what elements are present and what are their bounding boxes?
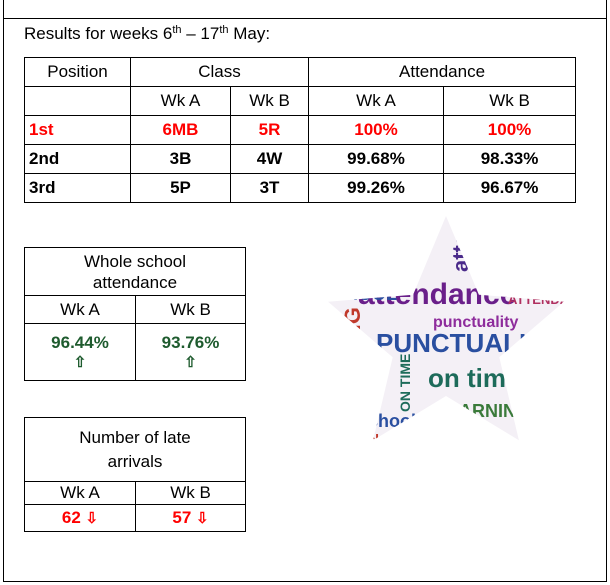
arrow: ⇧	[25, 353, 135, 371]
value: 62	[62, 508, 81, 527]
intro-text: Results for weeks 6	[24, 24, 172, 43]
arrow: ⇩	[86, 510, 99, 527]
cell: 98.33%	[444, 145, 576, 174]
cell: 100%	[309, 116, 444, 145]
value: 93.76%	[136, 333, 245, 353]
value: 96.44%	[25, 333, 135, 353]
value-cell: 62 ⇩	[25, 505, 136, 532]
subheader-cell: Wk A	[309, 87, 444, 116]
column-header: Wk B	[136, 296, 246, 324]
intro-text: May:	[229, 24, 271, 43]
page: Results for weeks 6th – 17th May: Positi…	[0, 0, 610, 585]
subheader-cell: Wk B	[231, 87, 309, 116]
cell: 100%	[444, 116, 576, 145]
empty-cell	[25, 87, 131, 116]
cell: 5P	[131, 174, 231, 203]
cloud-word: ON TIME	[397, 354, 413, 412]
value-cell: 57 ⇩	[136, 505, 246, 532]
header-cell: Position	[25, 58, 131, 87]
cell: 3T	[231, 174, 309, 203]
cell: 3rd	[25, 174, 131, 203]
cell: 5R	[231, 116, 309, 145]
header-cell: Class	[131, 58, 309, 87]
column-header: Wk B	[136, 482, 246, 505]
table-title: Whole school attendance	[25, 248, 246, 296]
cell: 96.67%	[444, 174, 576, 203]
value-cell: 96.44%⇧	[25, 324, 136, 381]
cloud-word: punctuality	[433, 314, 518, 331]
cloud-word: LEARNING	[340, 307, 365, 422]
cell: 99.68%	[309, 145, 444, 174]
arrow: ⇩	[196, 510, 209, 527]
subheader-cell: Wk A	[131, 87, 231, 116]
cell: 4W	[231, 145, 309, 174]
arrow: ⇧	[136, 353, 245, 371]
cloud-word: School	[358, 431, 405, 447]
header-cell: Attendance	[309, 58, 576, 87]
column-header: Wk A	[25, 296, 136, 324]
cell: 6MB	[131, 116, 231, 145]
cloud-word: on time	[428, 363, 520, 393]
cloud-word: LEARNING	[436, 401, 530, 421]
frame-top	[3, 0, 607, 18]
superscript: th	[219, 24, 228, 36]
cloud-word: ATTENDANCE	[508, 292, 574, 307]
cloud-word: PUNCTUALITY	[376, 328, 559, 358]
subheader-cell: Wk B	[444, 87, 576, 116]
superscript: th	[172, 24, 181, 36]
value-cell: 93.76%⇧	[136, 324, 246, 381]
cell: 1st	[25, 116, 131, 145]
value: 57	[172, 508, 191, 527]
column-header: Wk A	[25, 482, 136, 505]
cell: 99.26%	[309, 174, 444, 203]
cloud-word: school	[358, 411, 416, 431]
cell: 3B	[131, 145, 231, 174]
table-title: Number of late arrivals	[25, 418, 246, 482]
cloud-word: attendance	[358, 278, 516, 311]
cloud-word: attendance	[448, 212, 473, 272]
intro-text: – 17	[182, 24, 220, 43]
intro: Results for weeks 6th – 17th May:	[24, 24, 270, 44]
cell: 2nd	[25, 145, 131, 174]
cloud-word: SCHOOL	[320, 284, 397, 304]
